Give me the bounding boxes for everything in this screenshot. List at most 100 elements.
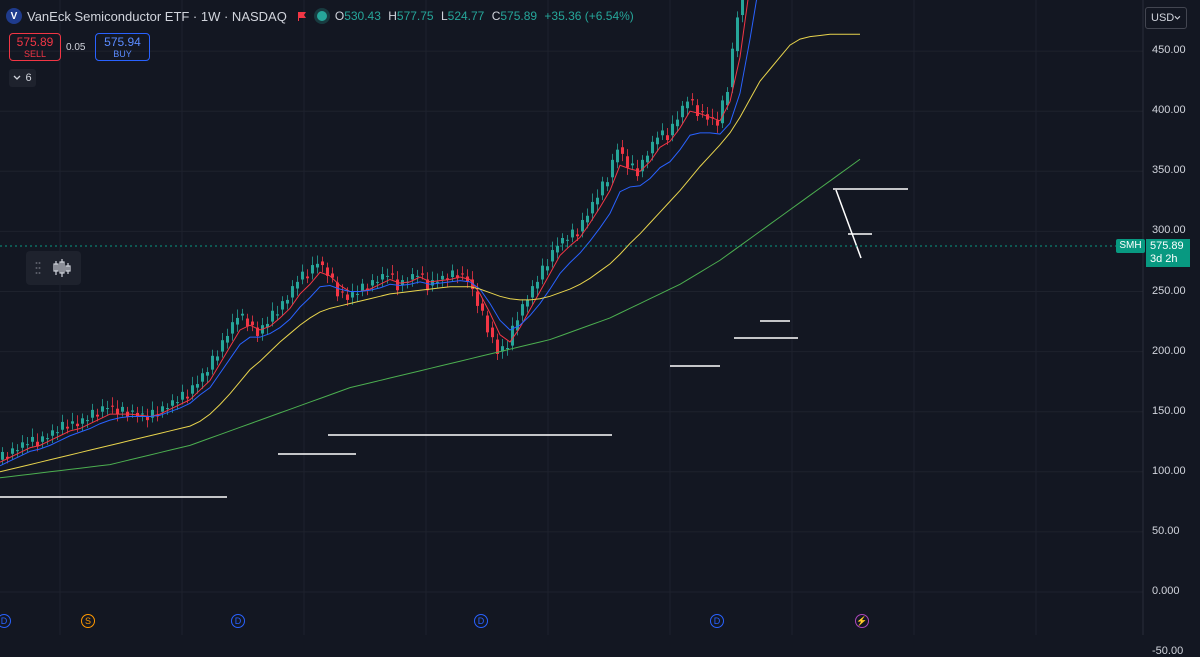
event-marker[interactable]: D <box>710 614 724 628</box>
candle-body <box>386 275 389 277</box>
candle-body <box>656 137 659 145</box>
indicators-count: 6 <box>25 72 32 84</box>
candle-body <box>566 239 569 241</box>
candle-body <box>236 317 239 325</box>
candle-body <box>66 426 69 429</box>
candle-body <box>461 273 464 275</box>
vaneck-logo: V <box>6 8 22 24</box>
candle-body <box>151 409 154 418</box>
candle-body <box>691 99 694 101</box>
candle-body <box>181 391 184 400</box>
candle-body <box>361 283 364 292</box>
candle-body <box>651 141 654 154</box>
sell-button[interactable]: 575.89 SELL <box>9 33 61 61</box>
currency-selector[interactable]: USD <box>1145 7 1187 29</box>
candle-body <box>376 281 379 283</box>
candle-body <box>176 402 179 404</box>
price-axis-tick: 50.00 <box>1152 524 1180 537</box>
event-marker[interactable]: ⚡ <box>855 614 869 628</box>
candle-body <box>621 147 624 154</box>
price-axis-tick: 100.00 <box>1152 464 1186 477</box>
candle-body <box>671 123 674 136</box>
candle-body <box>96 414 99 417</box>
candle-body <box>246 318 249 327</box>
candle-body <box>46 438 49 440</box>
candle-body <box>496 339 499 355</box>
candle-body <box>211 355 214 370</box>
candle-body <box>741 0 744 16</box>
horizontal-level-lines <box>0 188 908 498</box>
price-axis-tick: 300.00 <box>1152 224 1186 237</box>
candle-body <box>716 120 719 126</box>
candle-body <box>531 286 534 298</box>
candle-body <box>61 421 64 430</box>
candle-body <box>36 441 39 447</box>
candle-body <box>706 114 709 120</box>
buy-label: BUY <box>113 49 132 59</box>
candle-body <box>431 280 434 286</box>
candle-body <box>76 423 79 427</box>
candle-body <box>16 450 19 452</box>
candle-body <box>381 274 384 280</box>
candle-body <box>541 265 544 280</box>
candle-body <box>231 322 234 334</box>
candle-body <box>196 384 199 388</box>
candle-body <box>326 267 329 276</box>
event-marker[interactable]: D <box>231 614 245 628</box>
event-marker[interactable]: D <box>474 614 488 628</box>
price-change: +35.36 (+6.54%) <box>544 9 634 23</box>
candle-body <box>491 327 494 338</box>
candle-body <box>411 274 414 280</box>
candle-body <box>251 321 254 326</box>
candle-body <box>296 281 299 289</box>
candle-body <box>666 135 669 141</box>
ohlc-values: O530.43 H577.75 L524.77 C575.89 +35.36 (… <box>334 9 634 23</box>
drag-handle-icon[interactable] <box>35 261 41 275</box>
candle-body <box>646 155 649 163</box>
candle-body <box>616 149 619 163</box>
candle-body <box>91 409 94 418</box>
candle-body <box>391 273 394 275</box>
ma-line-sma-200 <box>0 158 861 479</box>
indicators-toggle-button[interactable]: 6 <box>9 69 36 87</box>
candle-body <box>546 266 549 271</box>
candle-body <box>441 275 444 280</box>
candle-body <box>311 265 314 274</box>
candle-body <box>71 421 74 424</box>
candle-body <box>161 406 164 412</box>
candle-body <box>146 415 149 421</box>
candle-body <box>561 238 564 244</box>
candle-body <box>1 451 4 460</box>
candle-body <box>26 444 29 446</box>
candle-body <box>516 320 519 331</box>
candle-body <box>476 291 479 306</box>
candle-body <box>306 276 309 279</box>
market-status-icon[interactable] <box>316 11 327 21</box>
candle-body <box>436 281 439 283</box>
floating-toolbar[interactable] <box>26 251 81 285</box>
candle-body <box>556 245 559 253</box>
price-axis-tick: 200.00 <box>1152 344 1186 357</box>
candle-body <box>341 291 344 293</box>
candle-body <box>301 271 304 280</box>
candle-body <box>591 201 594 214</box>
price-chart[interactable] <box>0 0 1200 635</box>
candle-body <box>731 48 734 88</box>
candle-body <box>321 261 324 266</box>
chart-grid <box>0 0 1143 635</box>
moving-average-lines <box>0 0 861 479</box>
candlestick-icon[interactable] <box>51 258 73 278</box>
flag-icon[interactable] <box>297 11 307 21</box>
candle-body <box>696 105 699 117</box>
candle-body <box>56 432 59 434</box>
buy-button[interactable]: 575.94 BUY <box>95 33 150 61</box>
event-marker[interactable]: D <box>0 614 11 628</box>
symbol-title[interactable]: VanEck Semiconductor ETF · 1W · NASDAQ <box>27 8 287 24</box>
candle-body <box>86 420 89 422</box>
candle-body <box>626 156 629 168</box>
event-marker[interactable]: S <box>81 614 95 628</box>
candle-body <box>601 181 604 196</box>
candle-body <box>371 280 374 286</box>
candle-body <box>31 436 34 442</box>
candle-body <box>116 408 119 415</box>
